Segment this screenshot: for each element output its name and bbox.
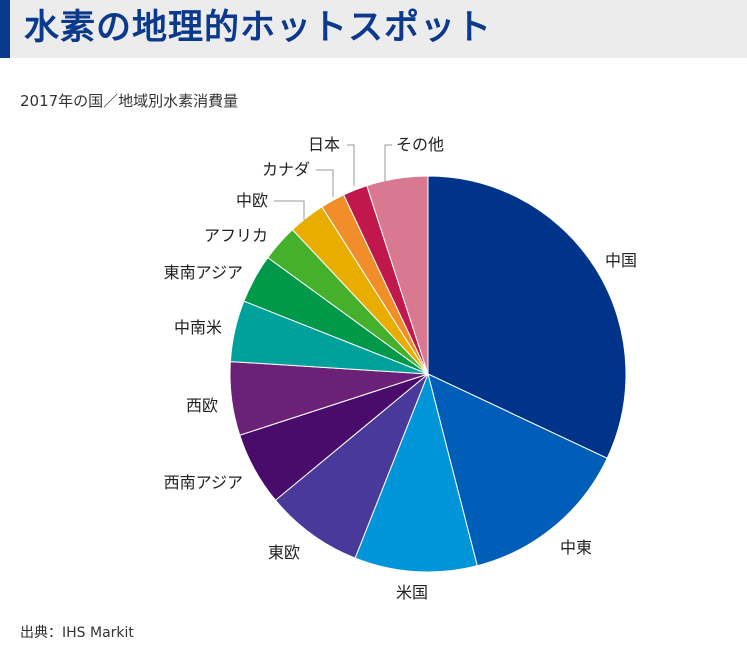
pie-slice-4 xyxy=(274,373,429,559)
header: 水素の地理的ホットスポット xyxy=(0,0,747,58)
slice-label-8: 東南アジア xyxy=(164,263,243,282)
slice-label-2: 中東 xyxy=(560,538,592,557)
pie-slice-2 xyxy=(427,373,608,567)
slice-label-9: アフリカ xyxy=(204,226,268,245)
leader-line-12 xyxy=(347,144,355,186)
slice-label-3: 米国 xyxy=(396,583,428,602)
leader-line-10 xyxy=(274,200,305,220)
leader-line-11 xyxy=(316,169,334,197)
pie-slice-1 xyxy=(427,175,627,459)
slice-label-7: 中南米 xyxy=(174,318,222,337)
chart-source: 出典：IHS Markit xyxy=(20,625,134,641)
leader-lines xyxy=(274,144,392,220)
slice-label-5: 西南アジア xyxy=(164,473,243,492)
slice-label-11: カナダ xyxy=(262,160,310,179)
slice-label-6: 西欧 xyxy=(186,396,218,415)
leader-line-13 xyxy=(384,144,392,183)
pie-slice-3 xyxy=(354,372,478,573)
header-accent-bar xyxy=(0,0,10,58)
pie-slice-13 xyxy=(366,175,429,375)
slice-label-12: 日本 xyxy=(308,135,340,154)
slice-label-1: 中国 xyxy=(605,251,637,270)
chart-subtitle: 2017年の国／地域別水素消費量 xyxy=(20,92,239,110)
pie-slices xyxy=(229,175,627,573)
page-title: 水素の地理的ホットスポット xyxy=(24,8,493,48)
slice-label-4: 東欧 xyxy=(268,543,300,562)
slice-label-13: その他 xyxy=(396,135,444,154)
slice-label-10: 中欧 xyxy=(236,191,268,210)
